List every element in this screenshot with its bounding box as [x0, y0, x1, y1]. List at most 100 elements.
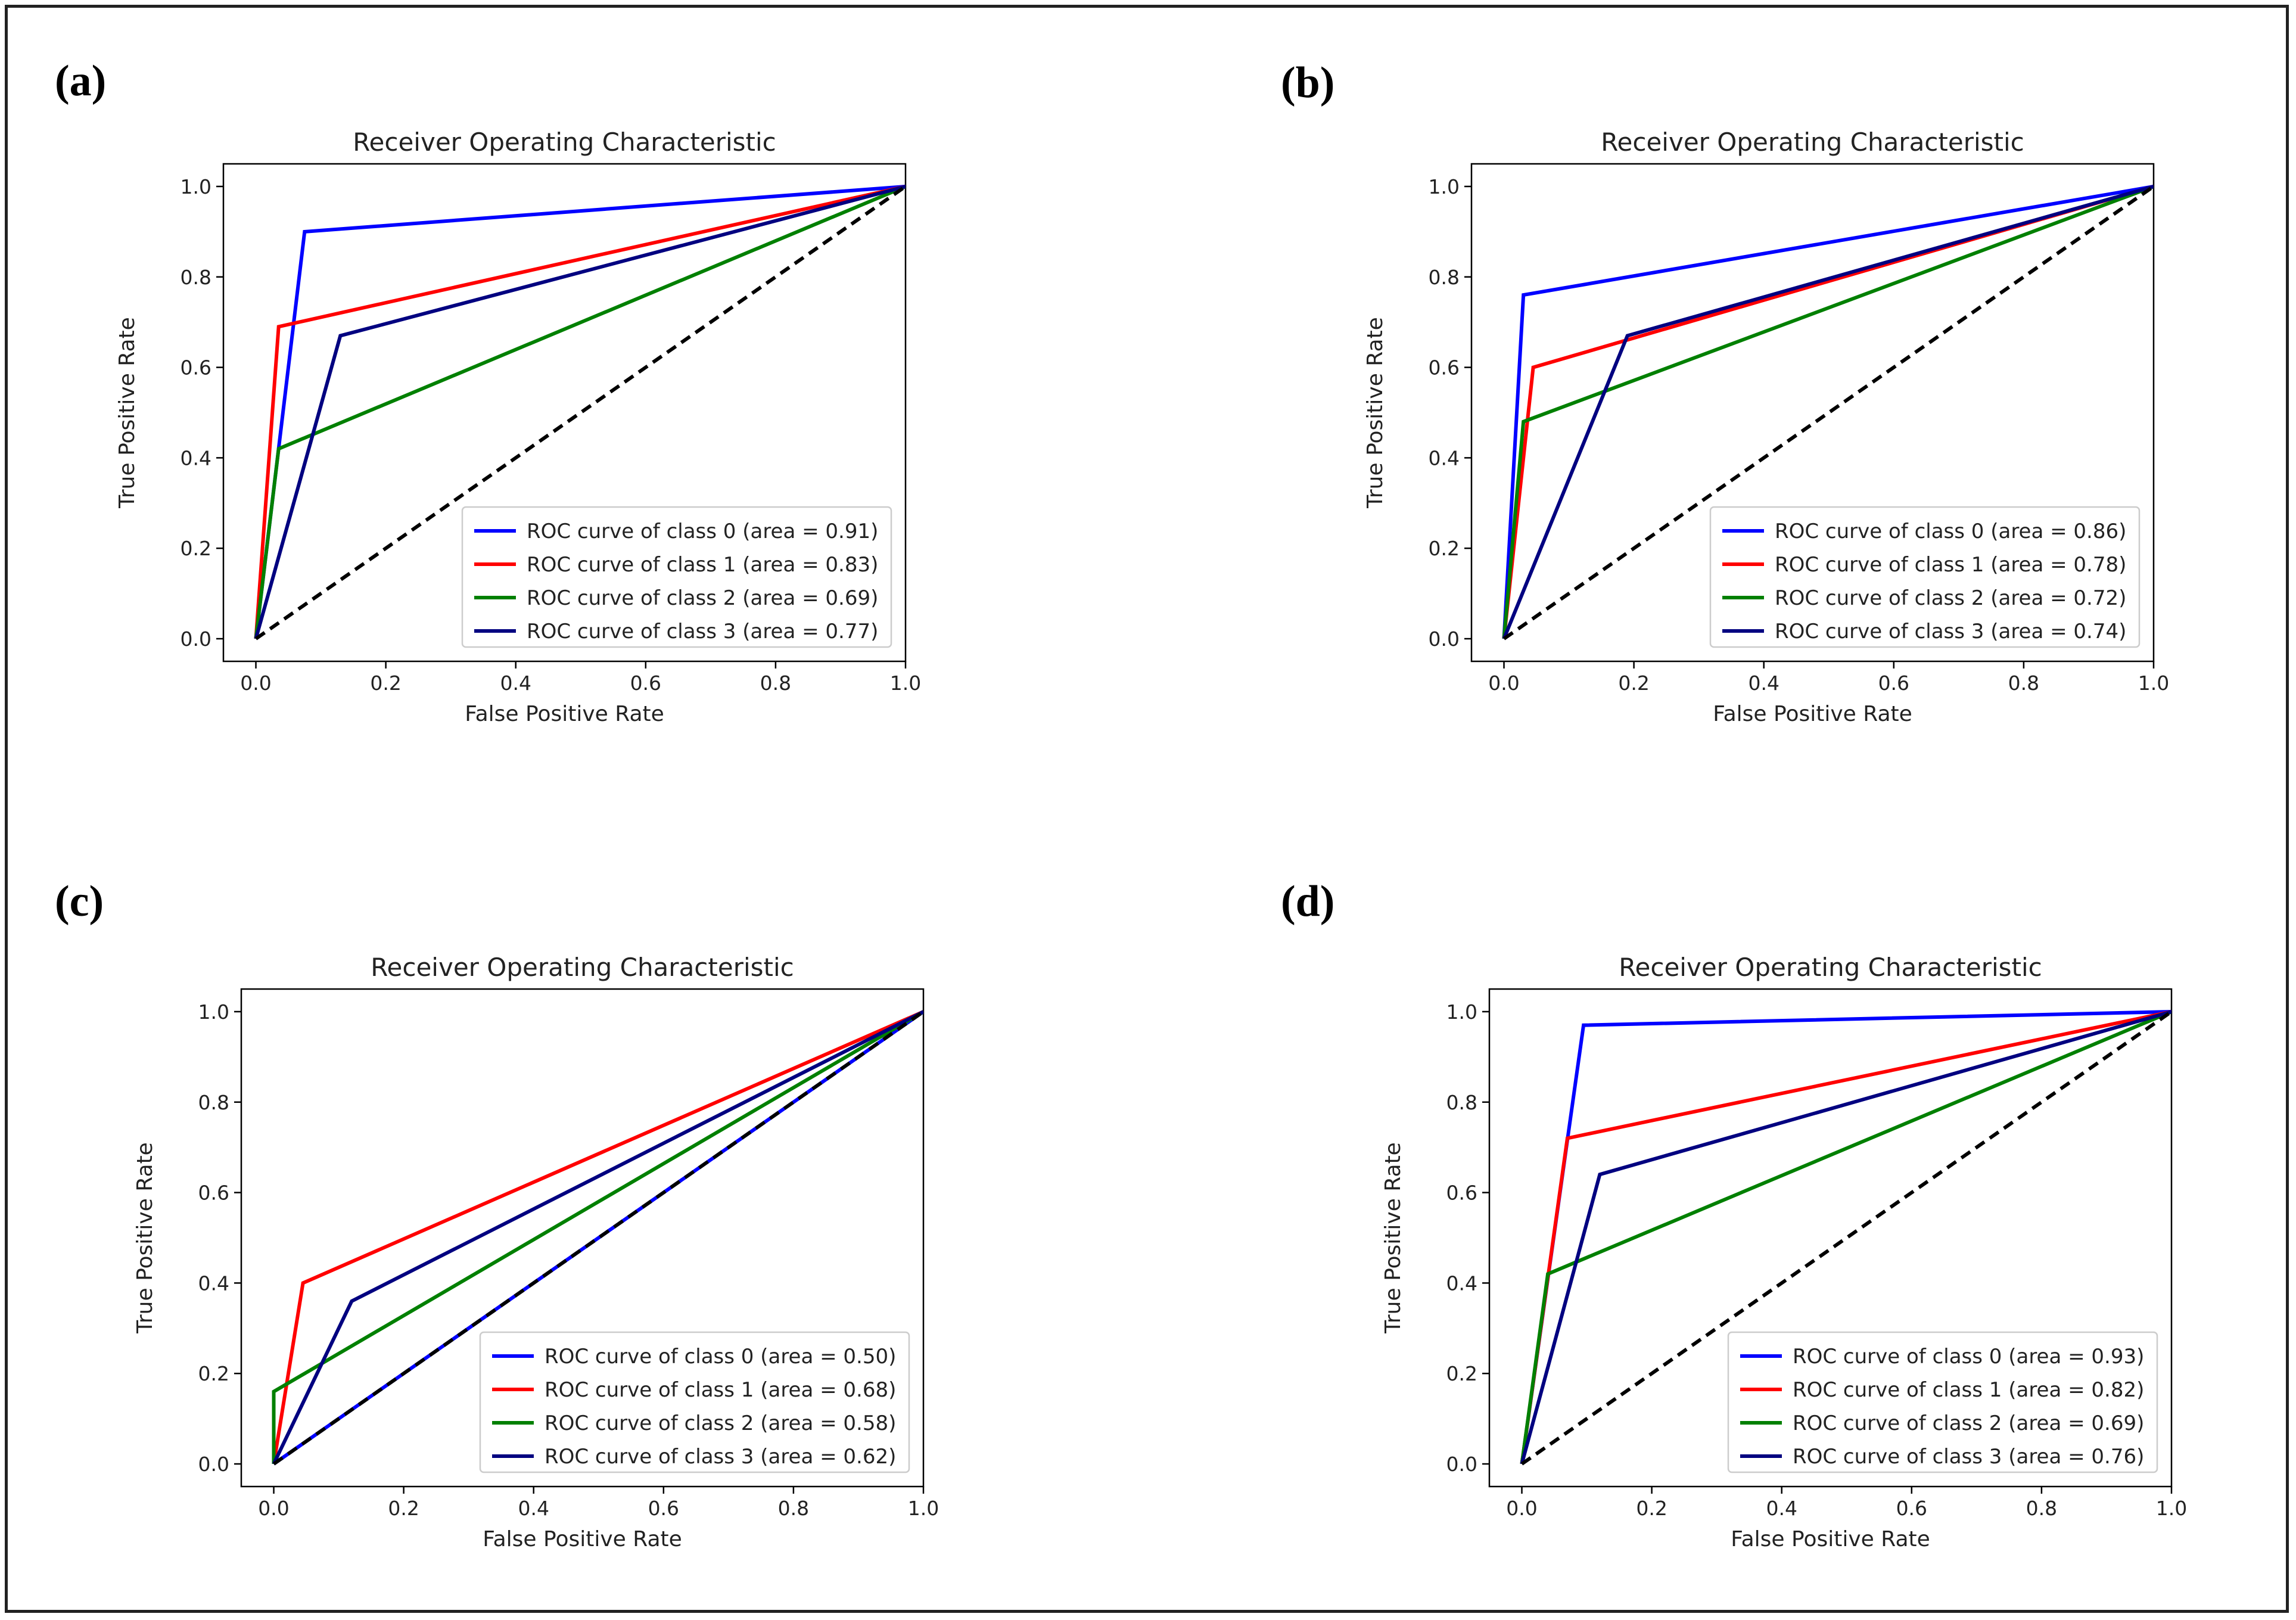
y-tick-label: 0.6	[1446, 1181, 1477, 1205]
x-tick-label: 0.2	[388, 1497, 419, 1520]
legend-entry-class-2: ROC curve of class 2 (area = 0.69)	[1793, 1411, 2144, 1435]
chart-title: Receiver Operating Characteristic	[371, 953, 794, 982]
roc-line-class-2	[254, 185, 906, 639]
plot-area	[254, 185, 906, 640]
axes-frame	[1488, 988, 2173, 1488]
y-tick-label: 0.6	[198, 1181, 229, 1205]
y-tick-label: 0.8	[181, 266, 211, 289]
y-tick-label: 0.4	[181, 446, 211, 469]
chart-title: Receiver Operating Characteristic	[1619, 953, 2042, 982]
legend-entry-class-1: ROC curve of class 1 (area = 0.78)	[1775, 553, 2126, 577]
roc-line-class-2	[1520, 1010, 2171, 1464]
legend: ROC curve of class 0 (area = 0.50) ROC cu…	[479, 1331, 910, 1473]
x-tick-label: 0.8	[2026, 1497, 2057, 1520]
roc-line-class-2	[272, 1010, 923, 1464]
y-tick-label: 0.8	[1446, 1091, 1477, 1114]
x-tick-label: 1.0	[2138, 671, 2169, 695]
plot-area	[1502, 185, 2154, 640]
y-tick-label: 0.8	[1429, 266, 1460, 289]
chart-title: Receiver Operating Characteristic	[1601, 128, 2024, 157]
legend: ROC curve of class 0 (area = 0.91) ROC cu…	[461, 506, 892, 648]
chance-diagonal-line	[272, 1010, 923, 1466]
x-tick-label: 0.6	[630, 671, 661, 695]
legend-entry-class-2: ROC curve of class 2 (area = 0.72)	[1775, 586, 2126, 610]
roc-line-class-3	[1502, 185, 2154, 640]
legend-entry-class-2: ROC curve of class 2 (area = 0.58)	[545, 1411, 896, 1435]
roc-line-class-0	[1502, 185, 2154, 639]
y-axis-label: True Positive Rate	[1363, 317, 1387, 509]
x-axis-label: False Positive Rate	[1713, 702, 1912, 726]
x-tick-label: 0.2	[1618, 671, 1649, 695]
x-axis-label: False Positive Rate	[465, 702, 664, 726]
roc-line-class-3	[1520, 1010, 2171, 1464]
x-tick-label: 0.2	[1636, 1497, 1667, 1520]
x-tick-label: 0.6	[648, 1497, 679, 1520]
roc-panel-b: (b) Receiver Operating Characteristic 0.0 0…	[1281, 58, 2169, 726]
y-tick-label: 0.2	[1429, 537, 1460, 560]
y-tick-label: 0.0	[198, 1453, 229, 1476]
legend-entry-class-0: ROC curve of class 0 (area = 0.50)	[545, 1345, 896, 1369]
legend-entry-class-3: ROC curve of class 3 (area = 0.74)	[1775, 620, 2126, 643]
legend: ROC curve of class 0 (area = 0.93) ROC cu…	[1727, 1331, 2158, 1473]
legend-entry-class-1: ROC curve of class 1 (area = 0.68)	[545, 1378, 896, 1402]
legend-entry-class-2: ROC curve of class 2 (area = 0.69)	[527, 586, 878, 610]
y-axis-label: True Positive Rate	[115, 317, 139, 509]
y-tick-label: 0.0	[181, 627, 211, 651]
panel-label: (c)	[55, 877, 104, 926]
legend: ROC curve of class 0 (area = 0.86) ROC cu…	[1709, 506, 2141, 648]
y-tick-label: 0.4	[1429, 446, 1460, 469]
x-tick-label: 0.0	[1488, 671, 1519, 695]
legend-box	[479, 1331, 910, 1473]
y-tick-label: 0.2	[181, 537, 211, 560]
roc-panel-c: (c) Receiver Operating Characteristic 0.0 0…	[55, 877, 939, 1551]
roc-line-class-3	[272, 1010, 923, 1465]
y-tick-label: 0.4	[198, 1271, 229, 1295]
chance-diagonal-line	[1520, 1010, 2171, 1466]
panel-label: (d)	[1281, 877, 1334, 926]
x-tick-label: 0.8	[760, 671, 791, 695]
y-tick-label: 1.0	[1446, 1000, 1477, 1024]
legend-entry-class-0: ROC curve of class 0 (area = 0.86)	[1775, 520, 2126, 543]
legend-entry-class-0: ROC curve of class 0 (area = 0.93)	[1793, 1345, 2144, 1369]
x-tick-label: 0.0	[240, 671, 271, 695]
y-axis-label: True Positive Rate	[1381, 1142, 1405, 1334]
x-tick-label: 0.4	[1766, 1497, 1797, 1520]
x-tick-label: 0.6	[1878, 671, 1909, 695]
y-tick-label: 0.0	[1429, 627, 1460, 651]
panel-label: (b)	[1281, 58, 1334, 107]
chance-diagonal-line	[254, 185, 906, 640]
legend-entry-class-1: ROC curve of class 1 (area = 0.82)	[1793, 1378, 2144, 1402]
x-tick-label: 1.0	[2156, 1497, 2187, 1520]
y-tick-label: 1.0	[198, 1000, 229, 1024]
legend-entry-class-3: ROC curve of class 3 (area = 0.77)	[527, 620, 878, 643]
y-tick-label: 0.6	[1429, 356, 1460, 380]
legend-box	[461, 506, 892, 648]
y-tick-label: 1.0	[181, 175, 211, 198]
axes-frame	[222, 163, 907, 663]
y-tick-label: 0.6	[181, 356, 211, 380]
roc-line-class-1	[254, 185, 906, 639]
x-axis-label: False Positive Rate	[1731, 1527, 1930, 1551]
x-tick-label: 0.4	[1748, 671, 1779, 695]
legend-box	[1709, 506, 2141, 648]
chart-title: Receiver Operating Characteristic	[353, 128, 776, 157]
legend-entry-class-0: ROC curve of class 0 (area = 0.91)	[527, 520, 878, 543]
y-tick-label: 0.4	[1446, 1271, 1477, 1295]
roc-panel-a: (a) Receiver Operating Characteristic 0.0 0…	[55, 57, 921, 726]
legend-box	[1727, 1331, 2158, 1473]
y-tick-label: 0.0	[1446, 1453, 1477, 1476]
plot-area	[272, 1010, 923, 1466]
y-tick-label: 1.0	[1429, 175, 1460, 198]
y-tick-label: 0.2	[1446, 1362, 1477, 1385]
x-tick-label: 0.0	[1506, 1497, 1537, 1520]
x-tick-label: 0.8	[2008, 671, 2039, 695]
axes-frame	[240, 988, 925, 1488]
y-tick-label: 0.2	[198, 1362, 229, 1385]
axes-frame	[1470, 163, 2155, 663]
x-tick-label: 0.8	[778, 1497, 809, 1520]
roc-panel-d: (d) Receiver Operating Characteristic 0.0 0…	[1281, 877, 2187, 1551]
x-tick-label: 0.0	[258, 1497, 289, 1520]
panel-label: (a)	[55, 57, 106, 105]
x-tick-label: 0.4	[518, 1497, 549, 1520]
x-tick-label: 1.0	[890, 671, 921, 695]
